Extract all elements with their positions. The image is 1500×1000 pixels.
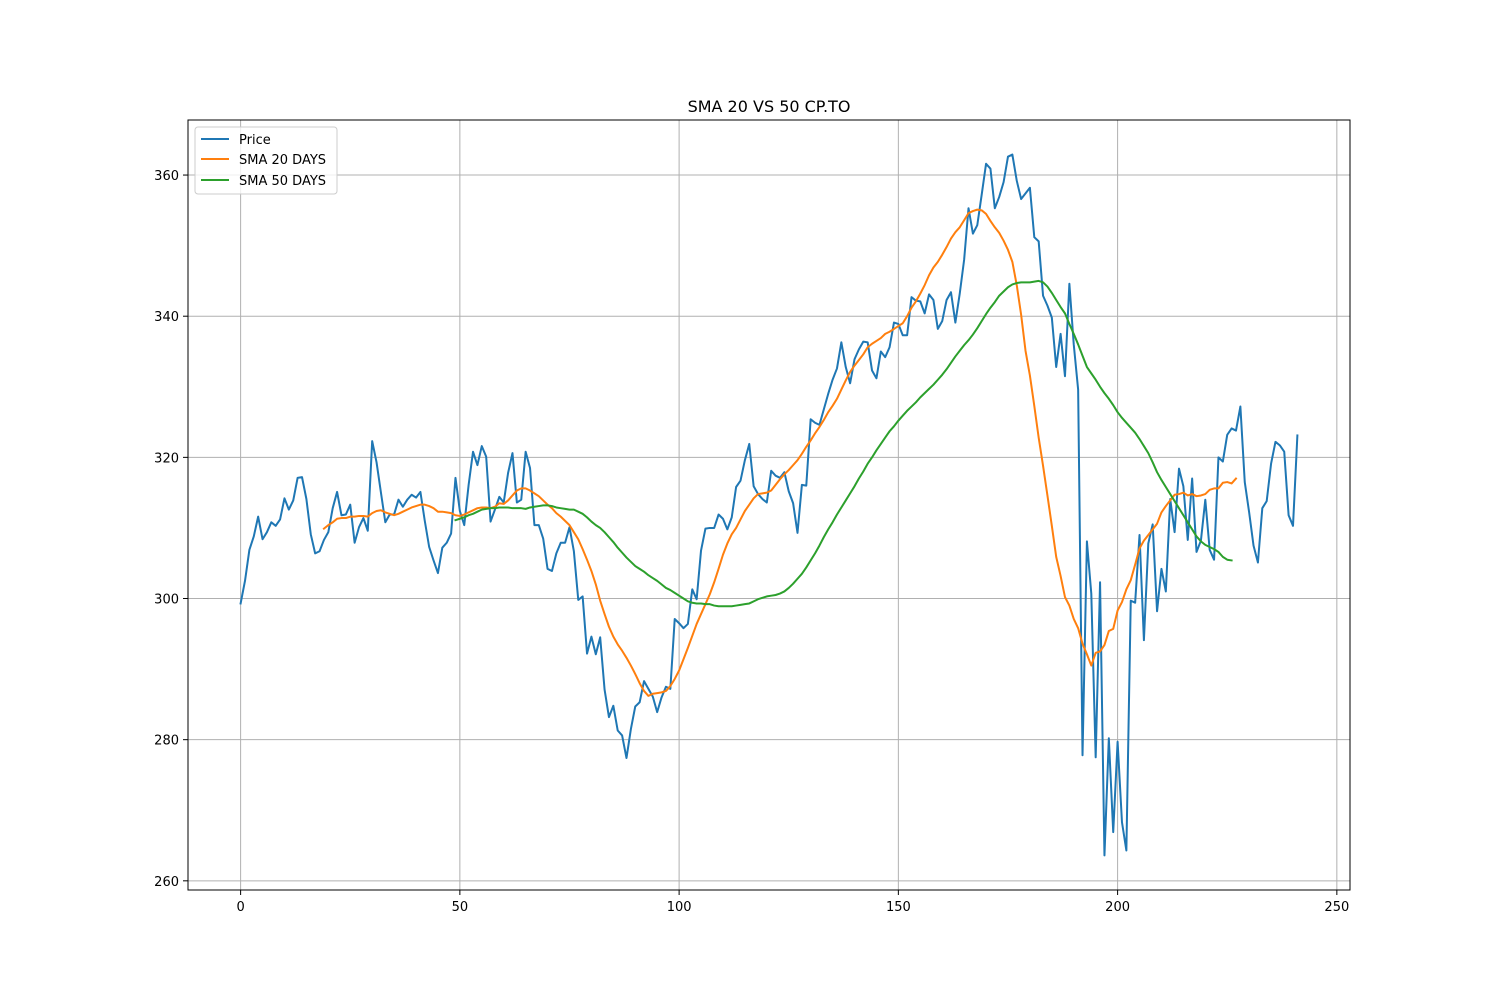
legend-label-price: Price xyxy=(239,133,271,148)
legend: Price SMA 20 DAYS SMA 50 DAYS xyxy=(194,126,338,195)
y-tick-label: 280 xyxy=(154,734,179,749)
sma50-line xyxy=(454,279,1233,608)
grid-layer xyxy=(188,120,1350,890)
x-tick-label: 250 xyxy=(1324,900,1349,915)
legend-label-sma20: SMA 20 DAYS xyxy=(239,153,326,168)
axes-frame xyxy=(187,119,1351,891)
y-tick-label: 300 xyxy=(154,593,179,608)
x-tick-label: 0 xyxy=(236,900,244,915)
x-tick-label: 200 xyxy=(1105,900,1130,915)
legend-box xyxy=(194,126,338,195)
y-tick-label: 360 xyxy=(154,169,179,184)
sma20-line xyxy=(322,208,1238,697)
chart-title: SMA 20 VS 50 CP.TO xyxy=(688,97,851,116)
y-tick-label: 340 xyxy=(154,310,179,325)
x-tick-label: 100 xyxy=(667,900,692,915)
series-layer xyxy=(239,153,1299,857)
y-tick-label: 260 xyxy=(154,875,179,890)
tick-layer: 0 50 100 150 200 250 260 280 300 320 340 360 xyxy=(154,169,1349,915)
x-tick-label: 150 xyxy=(886,900,911,915)
price-line xyxy=(239,153,1299,857)
x-tick-label: 50 xyxy=(452,900,469,915)
legend-label-sma50: SMA 50 DAYS xyxy=(239,174,326,189)
y-tick-label: 320 xyxy=(154,451,179,466)
